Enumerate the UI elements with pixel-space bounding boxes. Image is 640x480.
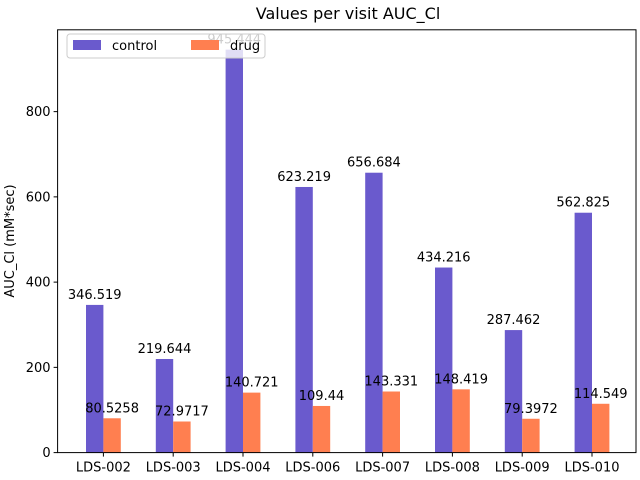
chart-title: Values per visit AUC_Cl [256,4,441,24]
bar-control-LDS-009 [504,330,523,453]
data-label-drug-LDS-003: 72.9717 [155,405,209,420]
bar-drug-LDS-007 [382,391,400,453]
data-label-control-LDS-006: 623.219 [277,170,331,185]
legend-label-drug: drug [230,39,260,54]
data-label-control-LDS-003: 219.644 [138,342,192,357]
x-tick-label: LDS-009 [495,461,550,476]
y-tick-label: 200 [26,361,51,376]
x-tick-label: LDS-002 [76,461,131,476]
data-label-drug-LDS-008: 148.419 [434,372,488,387]
legend-swatch-drug [191,40,219,50]
data-label-drug-LDS-007: 143.331 [364,375,418,390]
x-tick-label: LDS-010 [564,461,619,476]
bar-drug-LDS-003 [173,421,191,453]
bar-drug-LDS-002 [103,418,121,453]
y-tick-label: 600 [26,190,51,205]
legend-swatch-control [73,40,101,50]
data-label-control-LDS-009: 287.462 [487,313,541,328]
bar-control-LDS-007 [365,172,383,453]
y-tick-label: 800 [26,105,51,120]
bar-drug-LDS-004 [243,392,261,453]
data-label-control-LDS-002: 346.519 [68,288,122,303]
y-tick-label: 0 [42,446,50,461]
legend-label-control: control [112,39,157,54]
x-tick-label: LDS-004 [215,461,270,476]
bar-drug-LDS-008 [452,389,470,453]
data-label-drug-LDS-002: 80.5258 [85,401,139,416]
x-tick-label: LDS-006 [285,461,340,476]
bar-control-LDS-002 [86,304,104,453]
bar-control-LDS-004 [225,49,243,453]
x-tick-label: LDS-007 [355,461,410,476]
data-label-drug-LDS-004: 140.721 [225,376,279,391]
x-tick-label: LDS-008 [425,461,480,476]
y-tick-label: 400 [26,276,51,291]
bar-drug-LDS-009 [522,418,540,453]
plot-area: 346.519219.644945.444623.219656.684434.2… [26,33,628,476]
data-label-control-LDS-010: 562.825 [556,196,610,211]
bar-control-LDS-003 [155,358,174,453]
bar-drug-LDS-006 [312,405,331,453]
legend: control drug [66,33,266,59]
data-label-drug-LDS-009: 79.3972 [504,402,558,417]
x-tick-label: LDS-003 [146,461,201,476]
bar-drug-LDS-010 [592,403,610,453]
bar-control-LDS-006 [295,186,313,453]
bar-control-LDS-008 [435,267,453,453]
data-label-control-LDS-007: 656.684 [347,156,401,171]
bar-control-LDS-010 [574,212,592,453]
data-label-drug-LDS-006: 109.44 [299,389,345,404]
data-label-control-LDS-008: 434.216 [417,251,471,266]
plot-frame [57,29,637,454]
y-axis-label: AUC_Cl (mM*sec) [3,184,18,297]
data-label-drug-LDS-010: 114.549 [574,387,628,402]
